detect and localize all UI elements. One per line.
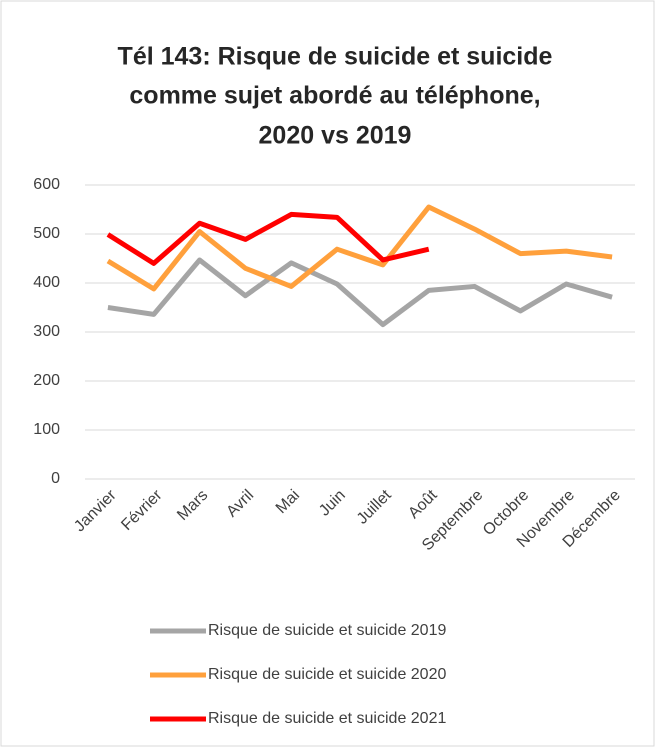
chart-title: 2020 vs 2019: [259, 122, 412, 150]
series-line: [107, 257, 613, 328]
series-line: [106, 204, 613, 292]
y-tick-label: 400: [33, 274, 60, 291]
y-tick-label: 600: [33, 176, 60, 193]
legend-label: Risque de suicide et suicide 2021: [208, 710, 446, 727]
chart-title: comme sujet abordé au téléphone,: [129, 82, 540, 110]
y-tick-label: 200: [33, 372, 60, 389]
legend-label: Risque de suicide et suicide 2019: [208, 622, 446, 639]
y-tick-label: 500: [33, 225, 60, 242]
legend-label: Risque de suicide et suicide 2020: [208, 666, 446, 683]
y-tick-label: 300: [33, 323, 60, 340]
y-tick-label: 100: [33, 421, 60, 438]
y-tick-label: 0: [51, 470, 60, 487]
chart-title: Tél 143: Risque de suicide et suicide: [118, 43, 553, 71]
series-line: [106, 211, 430, 266]
